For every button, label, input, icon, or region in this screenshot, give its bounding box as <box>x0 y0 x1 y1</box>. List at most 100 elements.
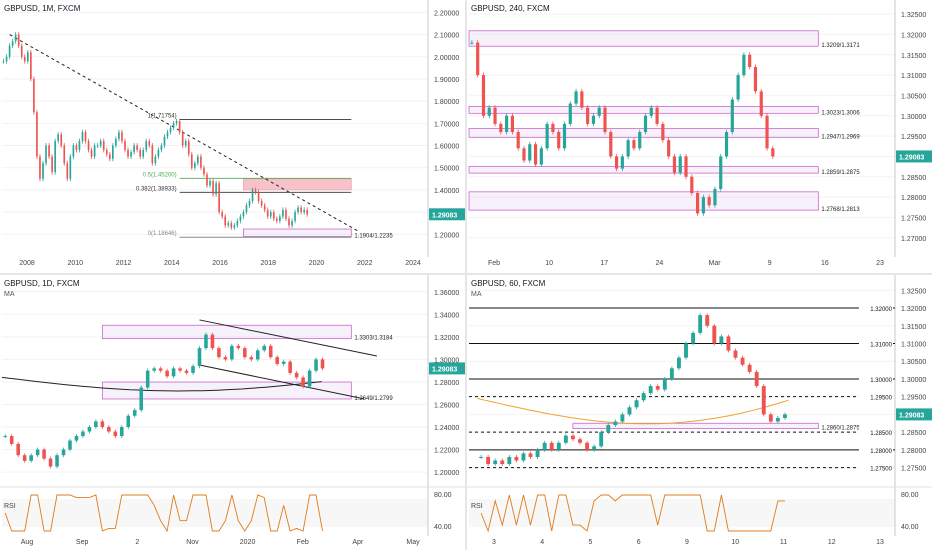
candle-body <box>145 141 148 150</box>
candle-body <box>528 453 533 457</box>
candle-body <box>157 149 160 157</box>
candle-body <box>648 386 653 394</box>
monthly-chart-svg[interactable]: 2.20000 2.10000 2.00000 1.90000 1.80000 1.700… <box>0 0 465 273</box>
candle-body <box>288 361 292 373</box>
daily-chart-svg[interactable]: 1.36000 1.34000 1.32000 1.30000 1.28000 1.260… <box>0 275 465 550</box>
candle-body <box>768 414 773 422</box>
level-label-bg <box>859 444 893 455</box>
candle-body <box>90 149 93 157</box>
ma-line <box>477 398 789 425</box>
candle-body <box>84 132 87 142</box>
y-tick-label: 1.32000 <box>434 335 459 342</box>
candle-body <box>533 144 538 165</box>
candle-body <box>641 393 646 401</box>
candle-body <box>87 141 90 150</box>
y-tick-label: 1.28000 <box>434 380 459 387</box>
candle-body <box>184 141 187 146</box>
level-label: 1.27500 <box>870 467 892 473</box>
chart-title: GBPUSD, 240, FXCM <box>471 4 550 13</box>
candle-body <box>707 197 711 206</box>
chart-title: GBPUSD, 60, FXCM <box>471 279 546 288</box>
candle-body <box>148 141 151 146</box>
chart-pane-daily[interactable]: 1.36000 1.34000 1.32000 1.30000 1.28000 1.260… <box>0 275 465 550</box>
candle-body <box>68 440 72 450</box>
candle-body <box>754 371 759 387</box>
candle-body <box>224 216 227 226</box>
price-badge-text: 1.29083 <box>432 366 457 373</box>
candle-body <box>632 140 636 149</box>
candle-body <box>187 141 190 155</box>
h1-chart-svg[interactable]: 1.32500 1.32000 1.31500 1.31000 1.30500 1.300… <box>467 275 932 550</box>
candle-body <box>730 99 734 133</box>
candle-body <box>124 141 126 150</box>
candle-body <box>178 368 182 371</box>
rsi-indicator-label[interactable]: RSI <box>4 503 16 510</box>
level-label: 1.31000 <box>870 343 892 349</box>
y-tick-label: 1.29500 <box>901 134 926 141</box>
sr-zone <box>468 191 819 211</box>
candle-body <box>39 156 41 179</box>
ma-indicator-label[interactable]: MA <box>471 291 482 298</box>
candle-body <box>294 372 299 378</box>
candle-body <box>626 140 630 157</box>
candle-body <box>257 192 260 201</box>
chart-pane-60[interactable]: 1.32500 1.32000 1.31500 1.31000 1.30500 1.300… <box>467 275 932 550</box>
sr-zone <box>468 106 819 114</box>
candle-body <box>20 45 23 57</box>
chart-pane-240[interactable]: 1.32500 1.32000 1.31500 1.31000 1.30500 1.300… <box>467 0 932 273</box>
pane-divider-vertical[interactable] <box>465 0 467 550</box>
candle-body <box>151 145 154 164</box>
candle-body <box>775 417 780 422</box>
candle-body <box>783 414 787 418</box>
level-label-bg <box>859 462 893 473</box>
y-tick-label: 1.30000 <box>901 114 926 121</box>
price-badge <box>896 150 932 163</box>
chart-pane-monthly[interactable]: 2.20000 2.10000 2.00000 1.90000 1.80000 1.700… <box>0 0 465 273</box>
zone-label: 1.1904/1.2235 <box>354 233 393 239</box>
candle-body <box>667 140 671 157</box>
candle-body <box>249 357 254 360</box>
candle-body <box>171 368 176 377</box>
candle-body <box>269 212 272 217</box>
candle-body <box>599 432 604 447</box>
chart-title: GBPUSD, 1D, FXCM <box>4 279 80 288</box>
candle-body <box>255 350 260 360</box>
candle-body <box>230 223 233 228</box>
ma-indicator-label[interactable]: MA <box>4 291 15 298</box>
candle-body <box>239 216 242 221</box>
candle-body <box>14 34 17 42</box>
candle-body <box>507 456 512 465</box>
candle-body <box>521 453 526 461</box>
candle-body <box>197 156 199 164</box>
candle-body <box>606 425 611 433</box>
level-label-bg <box>859 427 893 438</box>
x-tick-label: 12 <box>828 539 836 546</box>
rsi-indicator-label[interactable]: RSI <box>471 503 483 510</box>
y-tick-label: 1.22000 <box>434 448 459 455</box>
candle-body <box>662 378 667 390</box>
candle-body <box>130 152 132 157</box>
candle-body <box>719 156 723 189</box>
x-tick-label: 2022 <box>357 260 373 267</box>
candle-body <box>562 123 567 149</box>
y-tick-label: 1.32500 <box>901 288 926 295</box>
candle-body <box>139 149 142 157</box>
candle-body <box>712 325 717 344</box>
candle-body <box>691 332 696 344</box>
candle-body <box>35 449 40 456</box>
candle-body <box>470 42 474 44</box>
y-tick-label: 1.20000 <box>434 470 459 477</box>
candle-body <box>204 334 208 349</box>
sr-zone <box>101 381 352 400</box>
x-tick-label: Feb <box>488 260 500 267</box>
y-tick-label: 1.27500 <box>901 466 926 473</box>
candle-body <box>113 431 118 437</box>
candle-body <box>223 357 228 360</box>
candle-body <box>563 435 568 443</box>
candle-body <box>487 107 491 116</box>
candle-body <box>61 449 66 456</box>
candle-body <box>120 427 124 437</box>
pane-divider-horizontal[interactable] <box>0 273 932 275</box>
candle-body <box>69 156 72 179</box>
h4-chart-svg[interactable]: 1.32500 1.32000 1.31500 1.31000 1.30500 1.300… <box>467 0 932 273</box>
